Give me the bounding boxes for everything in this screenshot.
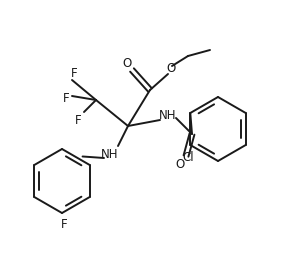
Text: O: O xyxy=(122,56,132,69)
Text: F: F xyxy=(61,218,67,231)
Text: O: O xyxy=(166,61,176,75)
Text: F: F xyxy=(75,113,81,126)
Text: NH: NH xyxy=(101,147,119,161)
Text: Cl: Cl xyxy=(182,150,194,163)
Text: F: F xyxy=(63,91,69,104)
Text: F: F xyxy=(71,67,77,80)
Text: O: O xyxy=(175,157,185,170)
Text: NH: NH xyxy=(159,109,177,121)
